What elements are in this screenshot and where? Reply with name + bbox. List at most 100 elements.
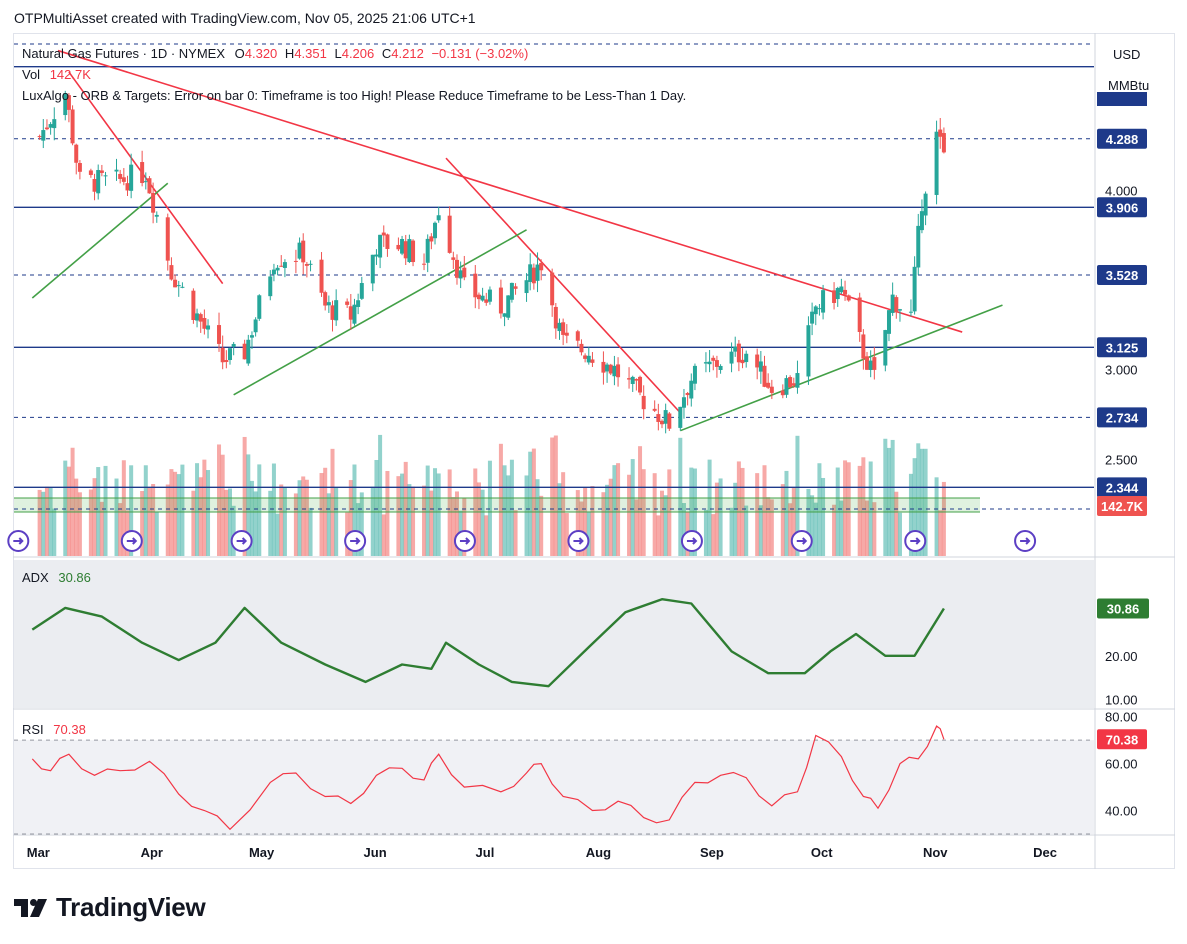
candle-body[interactable] <box>689 380 694 399</box>
candle-body[interactable] <box>422 263 427 265</box>
candle-body[interactable] <box>652 408 657 411</box>
volume-legend[interactable]: Vol 142.7K <box>22 67 91 82</box>
candle-body[interactable] <box>528 264 533 282</box>
candle-body[interactable] <box>817 308 822 310</box>
candle-body[interactable] <box>462 267 467 278</box>
candle-body[interactable] <box>630 376 635 384</box>
candle-body[interactable] <box>601 361 606 373</box>
candle-body[interactable] <box>916 225 921 268</box>
candle-body[interactable] <box>810 311 815 324</box>
candle-body[interactable] <box>169 265 174 280</box>
candle-body[interactable] <box>436 215 441 221</box>
candle-body[interactable] <box>733 346 738 352</box>
candle-body[interactable] <box>934 131 939 195</box>
candle-body[interactable] <box>535 264 540 281</box>
candle-body[interactable] <box>41 130 46 141</box>
chart-frame[interactable] <box>13 33 1175 869</box>
candle-body[interactable] <box>865 356 870 370</box>
candle-body[interactable] <box>502 313 507 317</box>
candle-body[interactable] <box>755 354 760 368</box>
candle-body[interactable] <box>206 325 211 330</box>
candle-body[interactable] <box>718 365 723 370</box>
candle-body[interactable] <box>359 283 364 299</box>
candle-body[interactable] <box>301 240 306 263</box>
candle-body[interactable] <box>821 290 826 313</box>
candle-body[interactable] <box>857 297 862 332</box>
candle-body[interactable] <box>297 242 302 259</box>
candle-body[interactable] <box>37 136 42 138</box>
candle-body[interactable] <box>660 420 664 425</box>
candle-body[interactable] <box>253 319 258 333</box>
candle-body[interactable] <box>509 282 514 300</box>
candle-body[interactable] <box>744 353 749 363</box>
candle-body[interactable] <box>575 331 580 341</box>
candle-body[interactable] <box>99 170 104 173</box>
unit-label[interactable]: MMBtu <box>1108 78 1150 93</box>
candle-body[interactable] <box>411 240 416 263</box>
candle-body[interactable] <box>941 133 946 153</box>
candle-body[interactable] <box>634 379 639 381</box>
candle-body[interactable] <box>268 276 273 297</box>
candle-body[interactable] <box>667 413 672 429</box>
candle-body[interactable] <box>231 343 236 347</box>
candle-body[interactable] <box>282 262 287 268</box>
candle-body[interactable] <box>938 129 943 137</box>
candle-body[interactable] <box>663 410 668 424</box>
symbol-legend[interactable]: Natural Gas Futures · 1D · NYMEX O4.320 … <box>22 46 528 61</box>
candle-body[interactable] <box>835 287 840 300</box>
candle-body[interactable] <box>403 241 408 259</box>
candle-body[interactable] <box>897 309 902 311</box>
candle-body[interactable] <box>758 361 763 372</box>
candle-body[interactable] <box>330 305 335 320</box>
candle-body[interactable] <box>77 163 82 172</box>
candle-body[interactable] <box>400 239 405 254</box>
candle-body[interactable] <box>319 259 324 293</box>
candle-body[interactable] <box>886 310 891 334</box>
candle-body[interactable] <box>381 232 386 236</box>
candle-body[interactable] <box>271 269 276 275</box>
candle-body[interactable] <box>919 211 924 231</box>
candle-body[interactable] <box>473 273 478 298</box>
candle-body[interactable] <box>524 280 529 294</box>
candle-body[interactable] <box>839 286 844 293</box>
candle-body[interactable] <box>198 314 203 322</box>
candle-body[interactable] <box>736 343 741 363</box>
candle-body[interactable] <box>334 300 339 321</box>
candle-body[interactable] <box>513 286 518 289</box>
candle-body[interactable] <box>458 270 463 279</box>
candle-body[interactable] <box>861 334 866 359</box>
candle-body[interactable] <box>627 378 632 380</box>
trendline-green[interactable] <box>233 229 527 396</box>
candle-body[interactable] <box>638 376 643 393</box>
candle-body[interactable] <box>66 95 71 110</box>
candle-body[interactable] <box>352 304 357 324</box>
trendline-red[interactable] <box>445 157 681 414</box>
trendline-green[interactable] <box>680 304 1003 432</box>
symbol-name[interactable]: Natural Gas Futures · 1D · NYMEX <box>22 46 225 61</box>
candle-body[interactable] <box>323 292 328 306</box>
candle-body[interactable] <box>356 300 361 307</box>
candle-body[interactable] <box>242 343 247 360</box>
candle-body[interactable] <box>890 294 895 313</box>
candle-body[interactable] <box>729 351 734 364</box>
candle-body[interactable] <box>129 164 134 191</box>
candle-body[interactable] <box>52 119 57 129</box>
candle-body[interactable] <box>846 295 851 301</box>
candle-body[interactable] <box>326 302 331 306</box>
candle-body[interactable] <box>74 144 79 163</box>
currency-label[interactable]: USD <box>1113 47 1141 62</box>
candle-body[interactable] <box>894 297 899 313</box>
candle-body[interactable] <box>762 365 767 387</box>
candle-body[interactable] <box>407 239 412 263</box>
candle-body[interactable] <box>564 332 569 336</box>
candle-body[interactable] <box>557 322 562 332</box>
candle-body[interactable] <box>370 254 375 284</box>
candle-body[interactable] <box>912 266 917 312</box>
candle-body[interactable] <box>279 265 284 267</box>
candle-body[interactable] <box>832 290 837 303</box>
candle-body[interactable] <box>498 287 503 314</box>
candle-body[interactable] <box>345 301 350 305</box>
candle-body[interactable] <box>165 217 170 261</box>
candle-body[interactable] <box>118 173 123 179</box>
